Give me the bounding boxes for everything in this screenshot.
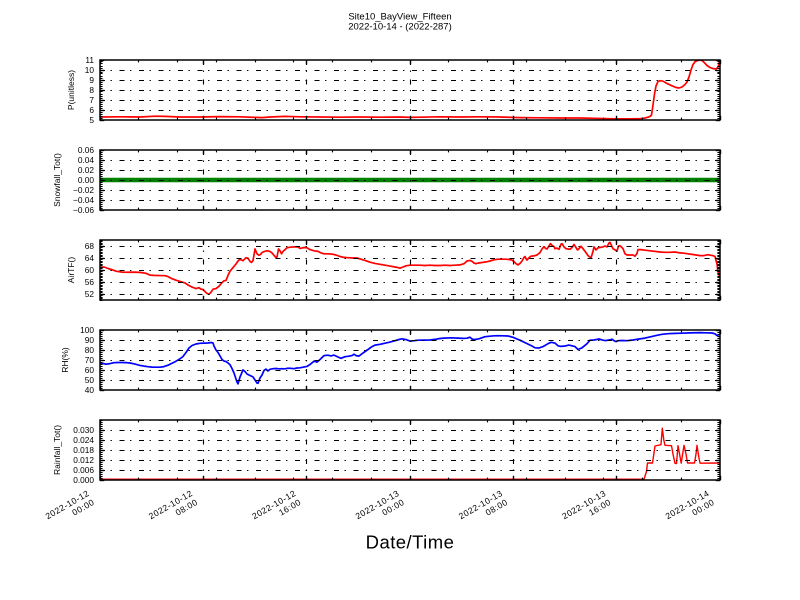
svg-text:10: 10 — [85, 65, 95, 75]
svg-text:Rainfall_Tot(): Rainfall_Tot() — [52, 425, 62, 475]
svg-text:80: 80 — [85, 345, 95, 355]
svg-text:90: 90 — [85, 335, 95, 345]
svg-text:56: 56 — [85, 277, 95, 287]
svg-text:52: 52 — [85, 289, 95, 299]
svg-text:40: 40 — [85, 385, 95, 395]
svg-text:50: 50 — [85, 375, 95, 385]
svg-text:9: 9 — [89, 75, 94, 85]
svg-text:−0.06: −0.06 — [73, 205, 94, 215]
svg-text:0.012: 0.012 — [73, 455, 94, 465]
svg-text:Snowfall_Tot(): Snowfall_Tot() — [52, 153, 62, 207]
svg-text:0.04: 0.04 — [78, 155, 95, 165]
svg-text:0.018: 0.018 — [73, 445, 94, 455]
svg-text:5: 5 — [89, 115, 94, 125]
svg-text:RH(%): RH(%) — [60, 347, 70, 373]
svg-text:AirTF(): AirTF() — [66, 257, 76, 284]
svg-text:P(unitless): P(unitless) — [66, 70, 76, 110]
svg-text:0.02: 0.02 — [78, 165, 95, 175]
svg-text:2022-10-14 - (2022-287): 2022-10-14 - (2022-287) — [348, 22, 452, 33]
svg-text:0.006: 0.006 — [73, 465, 94, 475]
svg-text:0.030: 0.030 — [73, 425, 94, 435]
svg-text:0.00: 0.00 — [78, 175, 95, 185]
svg-text:6: 6 — [89, 105, 94, 115]
svg-text:70: 70 — [85, 355, 95, 365]
svg-text:68: 68 — [85, 241, 95, 251]
svg-text:60: 60 — [85, 265, 95, 275]
svg-text:−0.02: −0.02 — [73, 185, 94, 195]
svg-text:60: 60 — [85, 365, 95, 375]
svg-text:0.000: 0.000 — [73, 475, 94, 485]
svg-text:100: 100 — [80, 325, 94, 335]
svg-text:8: 8 — [89, 85, 94, 95]
svg-text:11: 11 — [85, 55, 94, 65]
svg-text:0.06: 0.06 — [78, 145, 95, 155]
svg-text:−0.04: −0.04 — [73, 195, 94, 205]
svg-text:0.024: 0.024 — [73, 435, 94, 445]
svg-text:64: 64 — [85, 253, 95, 263]
svg-text:Site10_BayView_Fifteen: Site10_BayView_Fifteen — [348, 11, 451, 22]
svg-text:Date/Time: Date/Time — [366, 532, 455, 553]
svg-text:7: 7 — [89, 95, 94, 105]
